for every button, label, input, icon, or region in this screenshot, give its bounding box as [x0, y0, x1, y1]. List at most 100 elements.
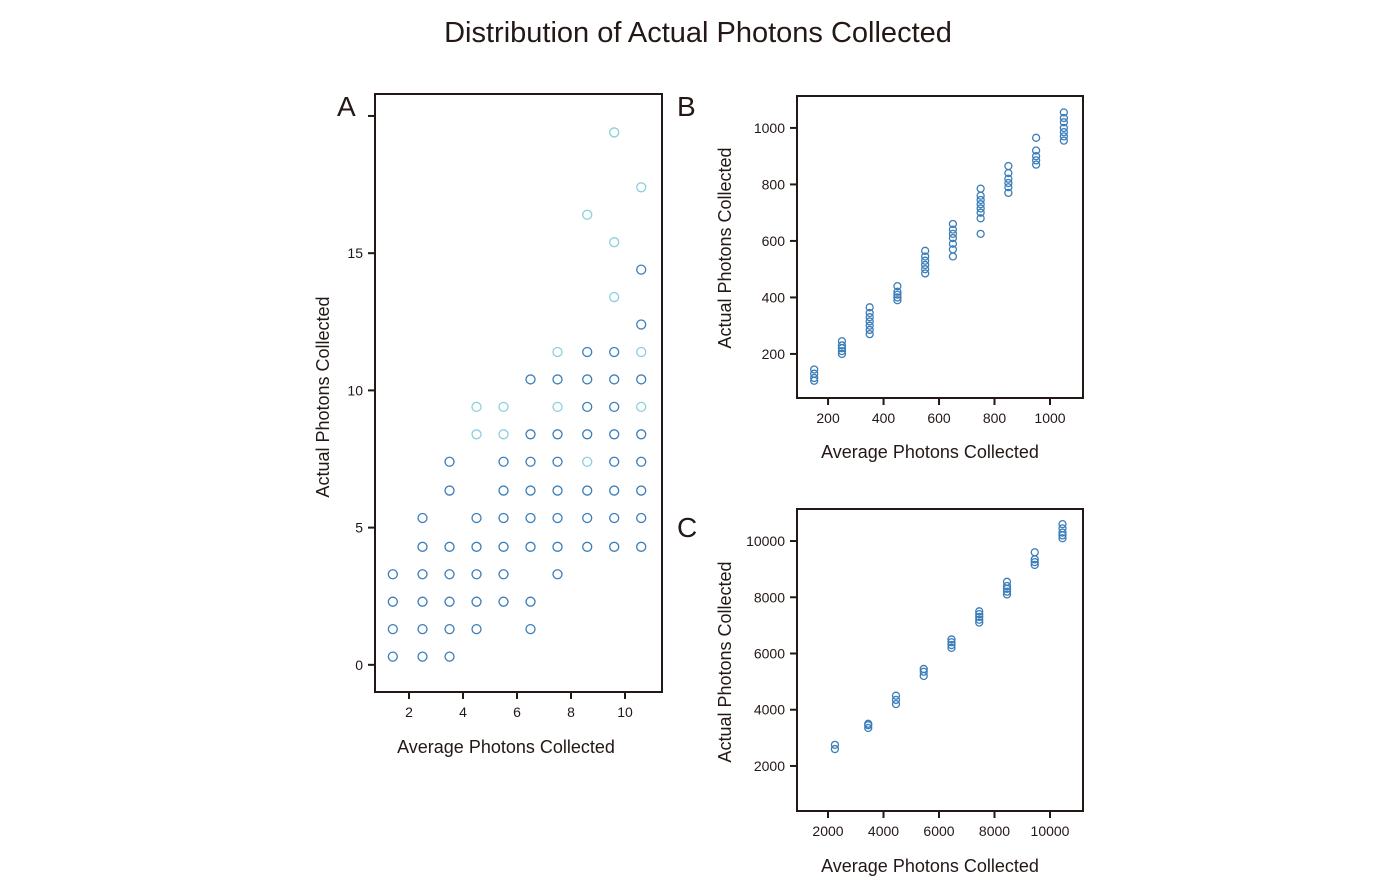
data-point [948, 229, 958, 239]
data-point [976, 214, 985, 223]
data-point [830, 740, 840, 750]
data-point [498, 456, 509, 467]
data-point [609, 127, 620, 138]
x-tick-label: 2 [405, 704, 413, 720]
data-point [947, 638, 956, 647]
data-point [975, 618, 984, 627]
data-point [921, 269, 930, 278]
plot-frame [374, 93, 663, 693]
data-point [976, 191, 985, 200]
data-point [609, 429, 620, 440]
data-point [1004, 174, 1013, 183]
data-point [552, 429, 563, 440]
x-tick-label: 400 [872, 410, 896, 426]
data-point [471, 624, 482, 635]
x-tick-label: 1000 [1034, 410, 1065, 426]
data-point [975, 615, 984, 624]
data-point [552, 374, 563, 385]
data-point [810, 365, 819, 374]
data-point [921, 265, 930, 274]
data-point [444, 596, 455, 607]
data-point [1059, 108, 1069, 117]
data-point [636, 429, 647, 440]
data-point [444, 624, 455, 635]
data-point [1059, 132, 1069, 141]
data-point [609, 291, 620, 303]
data-point [1058, 534, 1067, 543]
data-point [444, 569, 455, 580]
data-point [498, 541, 509, 552]
data-point [1058, 520, 1067, 529]
y-tick-label: 10 [347, 382, 363, 398]
data-point [1031, 160, 1041, 169]
data-point [552, 485, 563, 496]
data-point [525, 485, 536, 496]
y-tick-label: 5 [355, 520, 363, 536]
data-point [865, 330, 874, 339]
data-point [893, 287, 902, 296]
x-tick-label: 8000 [979, 823, 1010, 839]
data-point [864, 723, 873, 733]
x-tick-label: 4000 [868, 823, 899, 839]
y-tick-label: 6000 [754, 645, 785, 661]
data-point [1059, 118, 1069, 127]
data-point [976, 204, 985, 213]
data-point [921, 252, 930, 261]
data-point [444, 541, 455, 552]
data-point [1058, 528, 1067, 537]
data-point [636, 541, 647, 552]
data-point [609, 485, 620, 496]
data-point [865, 325, 874, 335]
data-point [1002, 581, 1012, 591]
data-point [387, 596, 398, 607]
figure-title: Distribution of Actual Photons Collected [444, 17, 952, 49]
data-point [947, 640, 956, 650]
data-point [1002, 587, 1012, 596]
data-point [582, 429, 593, 440]
data-point [582, 456, 593, 467]
data-point [1004, 183, 1013, 192]
data-point [1004, 161, 1013, 171]
x-tick-label: 10 [617, 704, 633, 720]
x-tick-label: 10000 [1031, 823, 1070, 839]
data-point [948, 252, 958, 261]
data-point [948, 245, 958, 254]
y-tick-label: 800 [762, 176, 786, 192]
data-point [444, 651, 455, 662]
data-point [387, 569, 398, 580]
data-point [582, 541, 593, 552]
data-point [498, 512, 509, 524]
data-point [609, 512, 620, 524]
x-tick-label: 8 [567, 704, 575, 720]
data-point [1059, 123, 1069, 133]
panel-letter: C [677, 512, 697, 543]
data-point [865, 317, 874, 326]
y-tick-label: 15 [347, 245, 363, 261]
data-point [810, 373, 819, 383]
data-point [417, 512, 428, 524]
data-point [947, 643, 956, 653]
data-point [444, 485, 455, 496]
data-point [1031, 133, 1041, 142]
data-point [1031, 146, 1041, 155]
x-tick-label: 6 [513, 704, 521, 720]
y-tick-label: 600 [762, 233, 786, 249]
data-point [609, 374, 620, 385]
data-point [1004, 188, 1013, 198]
data-point [921, 256, 930, 265]
data-point [582, 346, 593, 358]
data-point [552, 456, 563, 467]
y-tick-label: 8000 [754, 589, 785, 605]
data-point [636, 346, 647, 358]
data-point [948, 239, 958, 248]
data-point [636, 456, 647, 467]
data-point [525, 512, 536, 524]
data-point [387, 624, 398, 635]
data-point [865, 303, 874, 312]
data-point [636, 319, 647, 330]
x-tick-label: 200 [816, 410, 840, 426]
data-point [976, 208, 985, 217]
y-tick-label: 0 [355, 657, 363, 673]
panel-b: B 200 400 600 800 1000 200 400 600 800 1000 Average… [677, 91, 1084, 462]
